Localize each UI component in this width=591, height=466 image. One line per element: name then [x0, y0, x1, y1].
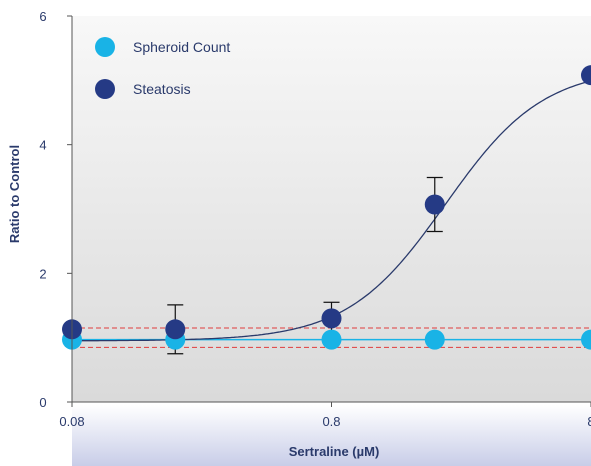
- x-axis-title: Sertraline (µM): [289, 444, 380, 459]
- legend: Spheroid Count Steatosis: [95, 37, 230, 99]
- x-tick-label: 8: [587, 414, 591, 429]
- steatosis-point: [321, 308, 342, 329]
- y-axis-title: Ratio to Control: [7, 145, 22, 243]
- x-axis-band: [72, 405, 591, 466]
- steatosis-point: [581, 65, 591, 86]
- x-ticks: 0.08 0.8 8: [59, 402, 591, 429]
- steatosis-point: [424, 194, 445, 215]
- y-tick-label: 0: [39, 395, 46, 410]
- y-tick-label: 6: [39, 9, 46, 24]
- legend-marker-spheroid-count: [95, 37, 115, 57]
- legend-label-spheroid-count: Spheroid Count: [133, 39, 230, 55]
- steatosis-point: [165, 319, 186, 340]
- spheroid-count-point: [424, 329, 445, 350]
- x-tick-label: 0.8: [322, 414, 340, 429]
- legend-label-steatosis: Steatosis: [133, 81, 191, 97]
- spheroid-count-point: [321, 329, 342, 350]
- spheroid-count-point: [581, 329, 591, 350]
- data-points: [62, 65, 591, 350]
- x-tick-label: 0.08: [59, 414, 84, 429]
- y-ticks: 0 2 4 6: [39, 9, 72, 410]
- y-tick-label: 2: [39, 266, 46, 281]
- legend-marker-steatosis: [95, 79, 115, 99]
- y-tick-label: 4: [39, 138, 46, 153]
